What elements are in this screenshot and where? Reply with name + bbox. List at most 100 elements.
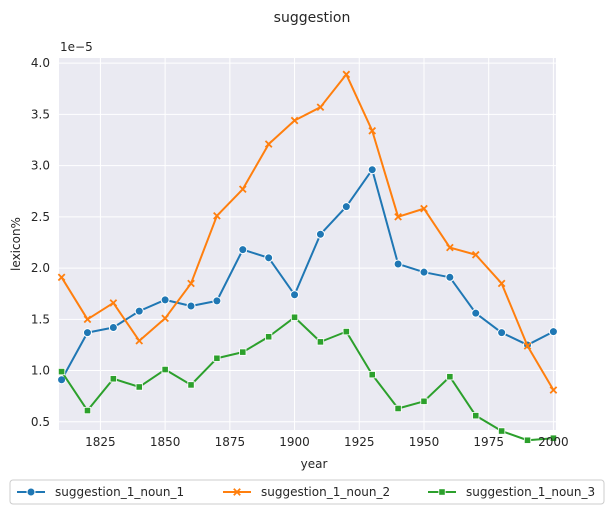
x-tick-labels: 1825 1850 1875 1900 1925 1950 1975 2000 [85,435,569,449]
y-scale-label: 1e−5 [60,40,93,54]
y-axis-label: lexicon% [9,217,23,271]
chart-title: suggestion [274,10,351,26]
y-tick-label: 4.0 [31,56,50,70]
data-point [265,333,273,341]
data-point [213,354,221,362]
data-point [523,342,532,350]
legend-marker [438,488,446,496]
legend-label: suggestion_1_noun_3 [466,485,595,499]
data-point [471,250,480,259]
data-point [316,338,325,346]
data-point [57,273,66,282]
x-axis-label: year [301,457,328,471]
data-point [497,328,507,338]
series-line [60,316,554,442]
data-point [187,279,195,288]
x-tick-label: 2000 [538,435,569,449]
y-tick-label: 2.5 [31,210,50,224]
data-point [161,365,169,374]
data-point [213,211,221,220]
data-point [342,328,350,336]
data-point [523,436,532,444]
data-point [394,404,402,413]
data-point [238,185,247,194]
data-point [160,295,170,305]
data-point [109,375,117,383]
data-point [549,386,558,394]
data-point [134,306,144,316]
data-point [82,328,92,338]
data-point [420,397,428,405]
data-point [290,290,300,300]
data-point [135,337,144,345]
x-tick-label: 1950 [409,435,440,449]
data-point [108,323,118,333]
data-point [57,367,66,376]
data-point [548,327,558,337]
series-line [60,168,554,381]
data-point [315,229,325,239]
data-point [368,126,377,135]
data-point [290,313,299,321]
data-point [471,308,481,318]
x-tick-label: 1925 [344,435,375,449]
data-point [212,296,222,306]
data-point [161,314,169,323]
data-point [420,204,428,213]
y-tick-label: 1.0 [31,364,50,378]
data-point [368,371,376,379]
data-point [549,434,558,442]
data-point [342,70,351,79]
data-point [472,412,480,420]
y-tick-label: 1.5 [31,312,50,326]
y-tick-labels: 0.5 1.0 1.5 2.0 2.5 3.0 3.5 4.0 [31,56,50,429]
data-point [419,267,429,277]
data-point [238,245,248,255]
legend-entry: suggestion_1_noun_2 [223,485,390,499]
data-point [83,406,92,415]
legend-marker [233,488,241,496]
data-point [367,165,377,175]
data-point [445,272,455,282]
legend: suggestion_1_noun_1 suggestion_1_noun_2 su… [9,479,605,505]
data-point [497,279,506,288]
data-point [109,299,118,307]
legend-label: suggestion_1_noun_2 [261,485,390,499]
legend-entry: suggestion_1_noun_3 [428,485,595,499]
series-2 [57,70,558,394]
x-tick-label: 1975 [473,435,504,449]
series-line [60,73,555,391]
legend-marker [26,487,36,497]
data-point [316,103,325,112]
series-layer [57,70,558,444]
x-tick-label: 1900 [279,435,310,449]
y-tick-label: 2.0 [31,261,50,275]
legend-entry: suggestion_1_noun_1 [17,485,184,499]
data-point [264,140,273,148]
data-point [446,243,454,252]
legend-label: suggestion_1_noun_1 [55,485,184,499]
series-3 [57,313,558,444]
plot-area [59,58,556,430]
data-point [393,259,403,269]
data-point [239,348,247,356]
y-tick-label: 3.0 [31,159,50,173]
data-point [264,253,274,263]
data-point [135,383,143,391]
data-point [186,301,196,311]
data-point [341,202,351,212]
x-tick-label: 1850 [150,435,181,449]
data-point [187,381,195,389]
data-point [83,315,92,324]
data-point [290,116,299,125]
x-tick-label: 1825 [85,435,116,449]
x-tick-label: 1875 [215,435,246,449]
data-point [57,375,67,385]
y-tick-label: 0.5 [31,415,50,429]
data-point [446,373,454,381]
data-point [394,213,402,221]
y-tick-label: 3.5 [31,107,50,121]
data-point [498,427,506,435]
legend-frame [9,479,605,505]
